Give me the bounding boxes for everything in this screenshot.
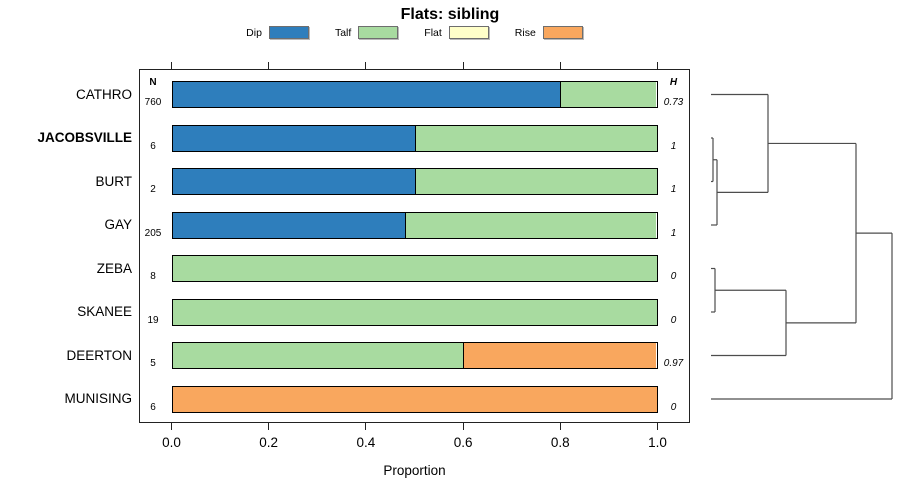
axis-tick — [656, 62, 659, 69]
h-value-munising: 0 — [670, 401, 677, 413]
axis-tick — [170, 62, 173, 69]
n-value-skanee: 19 — [147, 314, 159, 326]
bar-segment-dip — [172, 169, 415, 194]
legend-item-flat: Flat — [424, 26, 489, 39]
bar-segment-talf — [172, 256, 657, 281]
bar-segment-talf — [172, 299, 657, 325]
h-value-deerton: 0.97 — [663, 358, 684, 369]
row-label-cathro: CATHRO — [76, 86, 132, 102]
legend-item-rise: Rise — [515, 26, 583, 39]
legend-swatch-dip — [268, 26, 309, 39]
bar-segment-talf — [404, 212, 657, 238]
n-value-jacobsville: 6 — [150, 140, 156, 152]
n-column-header: N — [149, 77, 157, 88]
axis-tick-label: 0.0 — [162, 435, 181, 450]
row-label-burt: BURT — [95, 173, 132, 189]
h-value-zeba: 0 — [670, 271, 677, 282]
row-label-munising: MUNISING — [64, 391, 133, 406]
bar-segment-talf — [414, 125, 657, 151]
axis-tick — [170, 423, 173, 430]
bar-jacobsville — [171, 124, 658, 152]
bar-cathro — [171, 81, 658, 108]
n-value-deerton: 5 — [150, 358, 156, 369]
axis-tick — [365, 62, 367, 69]
axis-tick — [462, 423, 464, 430]
axis-tick-label: 0.2 — [259, 435, 279, 450]
h-value-jacobsville: 1 — [670, 140, 677, 152]
legend-swatch-flat — [448, 26, 489, 39]
axis-tick — [268, 62, 270, 69]
axis-tick — [365, 423, 367, 430]
bar-burt — [171, 168, 658, 195]
h-value-gay: 1 — [670, 227, 677, 239]
bar-segment-dip — [172, 82, 560, 107]
row-label-gay: GAY — [104, 217, 132, 232]
bar-segment-dip — [172, 212, 405, 238]
axis-tick-label: 1.0 — [648, 435, 667, 450]
row-label-jacobsville: JACOBSVILLE — [37, 130, 132, 145]
x-axis-title: Proportion — [383, 463, 446, 478]
bar-segment-talf — [172, 343, 463, 368]
axis-tick — [559, 423, 561, 430]
legend: Dip Talf Flat Rise — [171, 26, 658, 39]
h-value-cathro: 0.73 — [663, 97, 684, 108]
bar-segment-talf — [559, 82, 657, 107]
n-value-cathro: 760 — [144, 97, 162, 108]
axis-tick-label: 0.4 — [356, 435, 376, 450]
bar-segment-rise — [172, 386, 657, 412]
n-value-munising: 6 — [150, 401, 156, 413]
axis-tick — [559, 62, 561, 69]
row-label-deerton: DEERTON — [66, 347, 132, 363]
n-value-burt: 2 — [150, 184, 156, 195]
h-column-header: H — [669, 77, 678, 88]
n-value-gay: 205 — [144, 227, 162, 239]
n-value-zeba: 8 — [150, 271, 156, 282]
bar-segment-rise — [462, 343, 657, 368]
bar-deerton — [171, 342, 658, 369]
axis-tick — [656, 423, 659, 430]
bar-munising — [171, 385, 658, 413]
bar-segment-talf — [414, 169, 657, 194]
row-label-zeba: ZEBA — [96, 260, 132, 276]
legend-label: Flat — [424, 26, 442, 39]
chart-title: Flats: sibling — [400, 6, 500, 23]
legend-label: Rise — [514, 26, 536, 39]
h-value-skanee: 0 — [670, 314, 677, 326]
legend-item-talf: Talf — [334, 26, 399, 39]
bar-segment-dip — [172, 125, 415, 151]
legend-label: Dip — [246, 26, 262, 39]
h-value-burt: 1 — [670, 184, 677, 195]
axis-tick — [268, 423, 270, 430]
axis-tick — [462, 62, 464, 69]
row-label-skanee: SKANEE — [77, 304, 132, 319]
bar-zeba — [171, 255, 658, 282]
legend-label: Talf — [334, 26, 352, 39]
bar-skanee — [171, 298, 658, 326]
legend-swatch-rise — [542, 26, 583, 39]
axis-tick-label: 0.6 — [453, 435, 473, 450]
bar-gay — [171, 211, 658, 239]
legend-swatch-talf — [358, 26, 399, 39]
axis-tick-label: 0.8 — [550, 435, 570, 450]
legend-item-dip: Dip — [246, 26, 309, 39]
